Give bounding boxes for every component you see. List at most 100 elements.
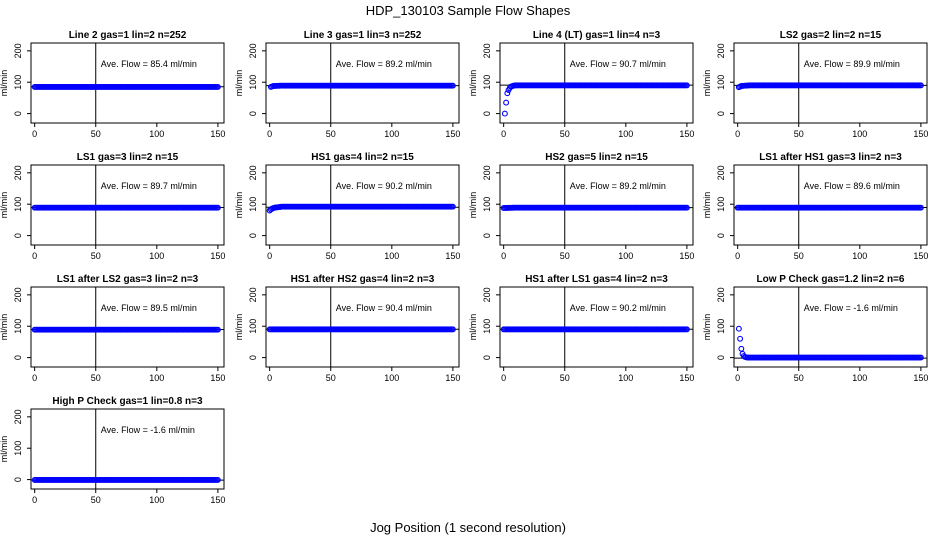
x-tick-label: 50 [560,251,570,261]
panel: Line 2 gas=1 lin=2 n=252 0 50 100 150 0 100 200… [0,30,225,139]
y-tick-label: 200 [13,409,23,424]
data-points [734,204,924,211]
y-tick-label: 200 [13,165,23,180]
y-tick-label: 0 [248,355,258,360]
panel: LS1 after HS1 gas=3 lin=2 n=3 0 50 100 150 0 1… [702,152,928,261]
data-point [214,476,221,483]
y-tick-label: 100 [482,319,492,334]
y-axis-label: ml/min [234,70,244,97]
average-flow-annotation: Ave. Flow = 90.2 ml/min [570,303,666,313]
x-tick-label: 0 [735,373,740,383]
data-points [735,82,924,91]
data-point [449,326,456,333]
average-flow-annotation: Ave. Flow = 90.2 ml/min [336,181,432,191]
x-tick-label: 0 [735,251,740,261]
panel: HS1 gas=4 lin=2 n=15 0 50 100 150 0 100 200 ml/m… [234,152,460,261]
x-tick-label: 150 [210,495,225,505]
panel: LS2 gas=2 lin=2 n=15 0 50 100 150 0 100 200 ml/m… [702,30,928,139]
data-point [917,204,924,211]
data-point [917,82,924,89]
y-tick-label: 100 [13,319,23,334]
plot-frame [499,164,694,246]
data-point [917,354,924,361]
plot-frame [733,42,928,124]
x-tick-label: 0 [501,251,506,261]
data-point [683,326,690,333]
y-axis-label: ml/min [0,436,9,463]
y-axis-label: ml/min [0,314,9,341]
y-axis-label: ml/min [0,70,9,97]
x-tick-label: 150 [445,373,460,383]
average-flow-annotation: Ave. Flow = 89.2 ml/min [570,181,666,191]
panel: HS2 gas=5 lin=2 n=15 0 50 100 150 0 100 200 ml/m… [468,152,694,261]
x-tick-label: 50 [560,373,570,383]
plot-frame [265,42,460,124]
x-tick-label: 100 [618,129,633,139]
panel-title: HS1 after HS2 gas=4 lin=2 n=3 [291,274,435,285]
y-tick-label: 100 [248,197,258,212]
data-point [735,325,742,332]
y-tick-label: 100 [248,75,258,90]
x-tick-label: 0 [32,251,37,261]
y-axis-label: ml/min [234,314,244,341]
x-tick-label: 100 [852,129,867,139]
x-tick-label: 0 [735,129,740,139]
data-point [738,345,745,352]
x-tick-label: 150 [210,129,225,139]
x-tick-label: 100 [384,251,399,261]
x-tick-label: 100 [852,373,867,383]
y-axis-label: ml/min [0,192,9,219]
y-axis-label: ml/min [468,192,478,219]
x-tick-label: 50 [91,373,101,383]
x-tick-label: 0 [32,129,37,139]
plot-frame [30,408,225,490]
x-tick-label: 150 [445,251,460,261]
panel-title: HS1 after LS1 gas=4 lin=2 n=3 [525,274,668,285]
plot-frame [30,286,225,368]
plot-frame [499,286,694,368]
panel: Line 4 (LT) gas=1 lin=4 n=3 0 50 100 150 0 100… [468,30,694,139]
y-axis-label: ml/min [468,314,478,341]
y-axis-label: ml/min [702,70,712,97]
average-flow-annotation: Ave. Flow = 89.7 ml/min [101,181,197,191]
panel-title: LS2 gas=2 lin=2 n=15 [780,30,882,41]
x-tick-label: 50 [794,373,804,383]
x-tick-label: 50 [91,251,101,261]
y-tick-label: 100 [248,319,258,334]
y-axis-label: ml/min [702,314,712,341]
panel-title: HS2 gas=5 lin=2 n=15 [545,152,648,163]
y-tick-label: 100 [13,75,23,90]
figure-xlabel: Jog Position (1 second resolution) [370,520,566,535]
y-tick-label: 200 [13,287,23,302]
average-flow-annotation: Ave. Flow = 90.7 ml/min [570,59,666,69]
average-flow-annotation: Ave. Flow = 89.5 ml/min [101,303,197,313]
average-flow-annotation: Ave. Flow = -1.6 ml/min [804,303,898,313]
x-tick-label: 50 [794,251,804,261]
panel: HS1 after HS2 gas=4 lin=2 n=3 0 50 100 150 0 1… [234,274,460,383]
data-point [503,99,510,106]
panel: LS1 after LS2 gas=3 lin=2 n=3 0 50 100 150 0 1… [0,274,225,383]
x-tick-label: 150 [913,251,928,261]
x-tick-label: 150 [445,129,460,139]
panel: High P Check gas=1 lin=0.8 n=3 0 50 100 150 0… [0,396,225,505]
x-tick-label: 50 [91,495,101,505]
x-tick-label: 150 [210,373,225,383]
panel-title: LS1 gas=3 lin=2 n=15 [77,152,179,163]
y-axis-label: ml/min [468,70,478,97]
panel-title: Low P Check gas=1.2 lin=2 n=6 [757,274,905,285]
x-tick-label: 50 [326,373,336,383]
x-tick-label: 100 [384,373,399,383]
data-points [500,204,690,211]
data-point [214,326,221,333]
y-tick-label: 200 [716,165,726,180]
y-tick-label: 200 [482,43,492,58]
x-tick-label: 0 [267,251,272,261]
y-tick-label: 0 [13,233,23,238]
panel-title: High P Check gas=1 lin=0.8 n=3 [52,396,203,407]
average-flow-annotation: Ave. Flow = 89.9 ml/min [804,59,900,69]
x-tick-label: 50 [560,129,570,139]
average-flow-annotation: Ave. Flow = 90.4 ml/min [336,303,432,313]
y-tick-label: 0 [482,355,492,360]
plot-frame [30,42,225,124]
